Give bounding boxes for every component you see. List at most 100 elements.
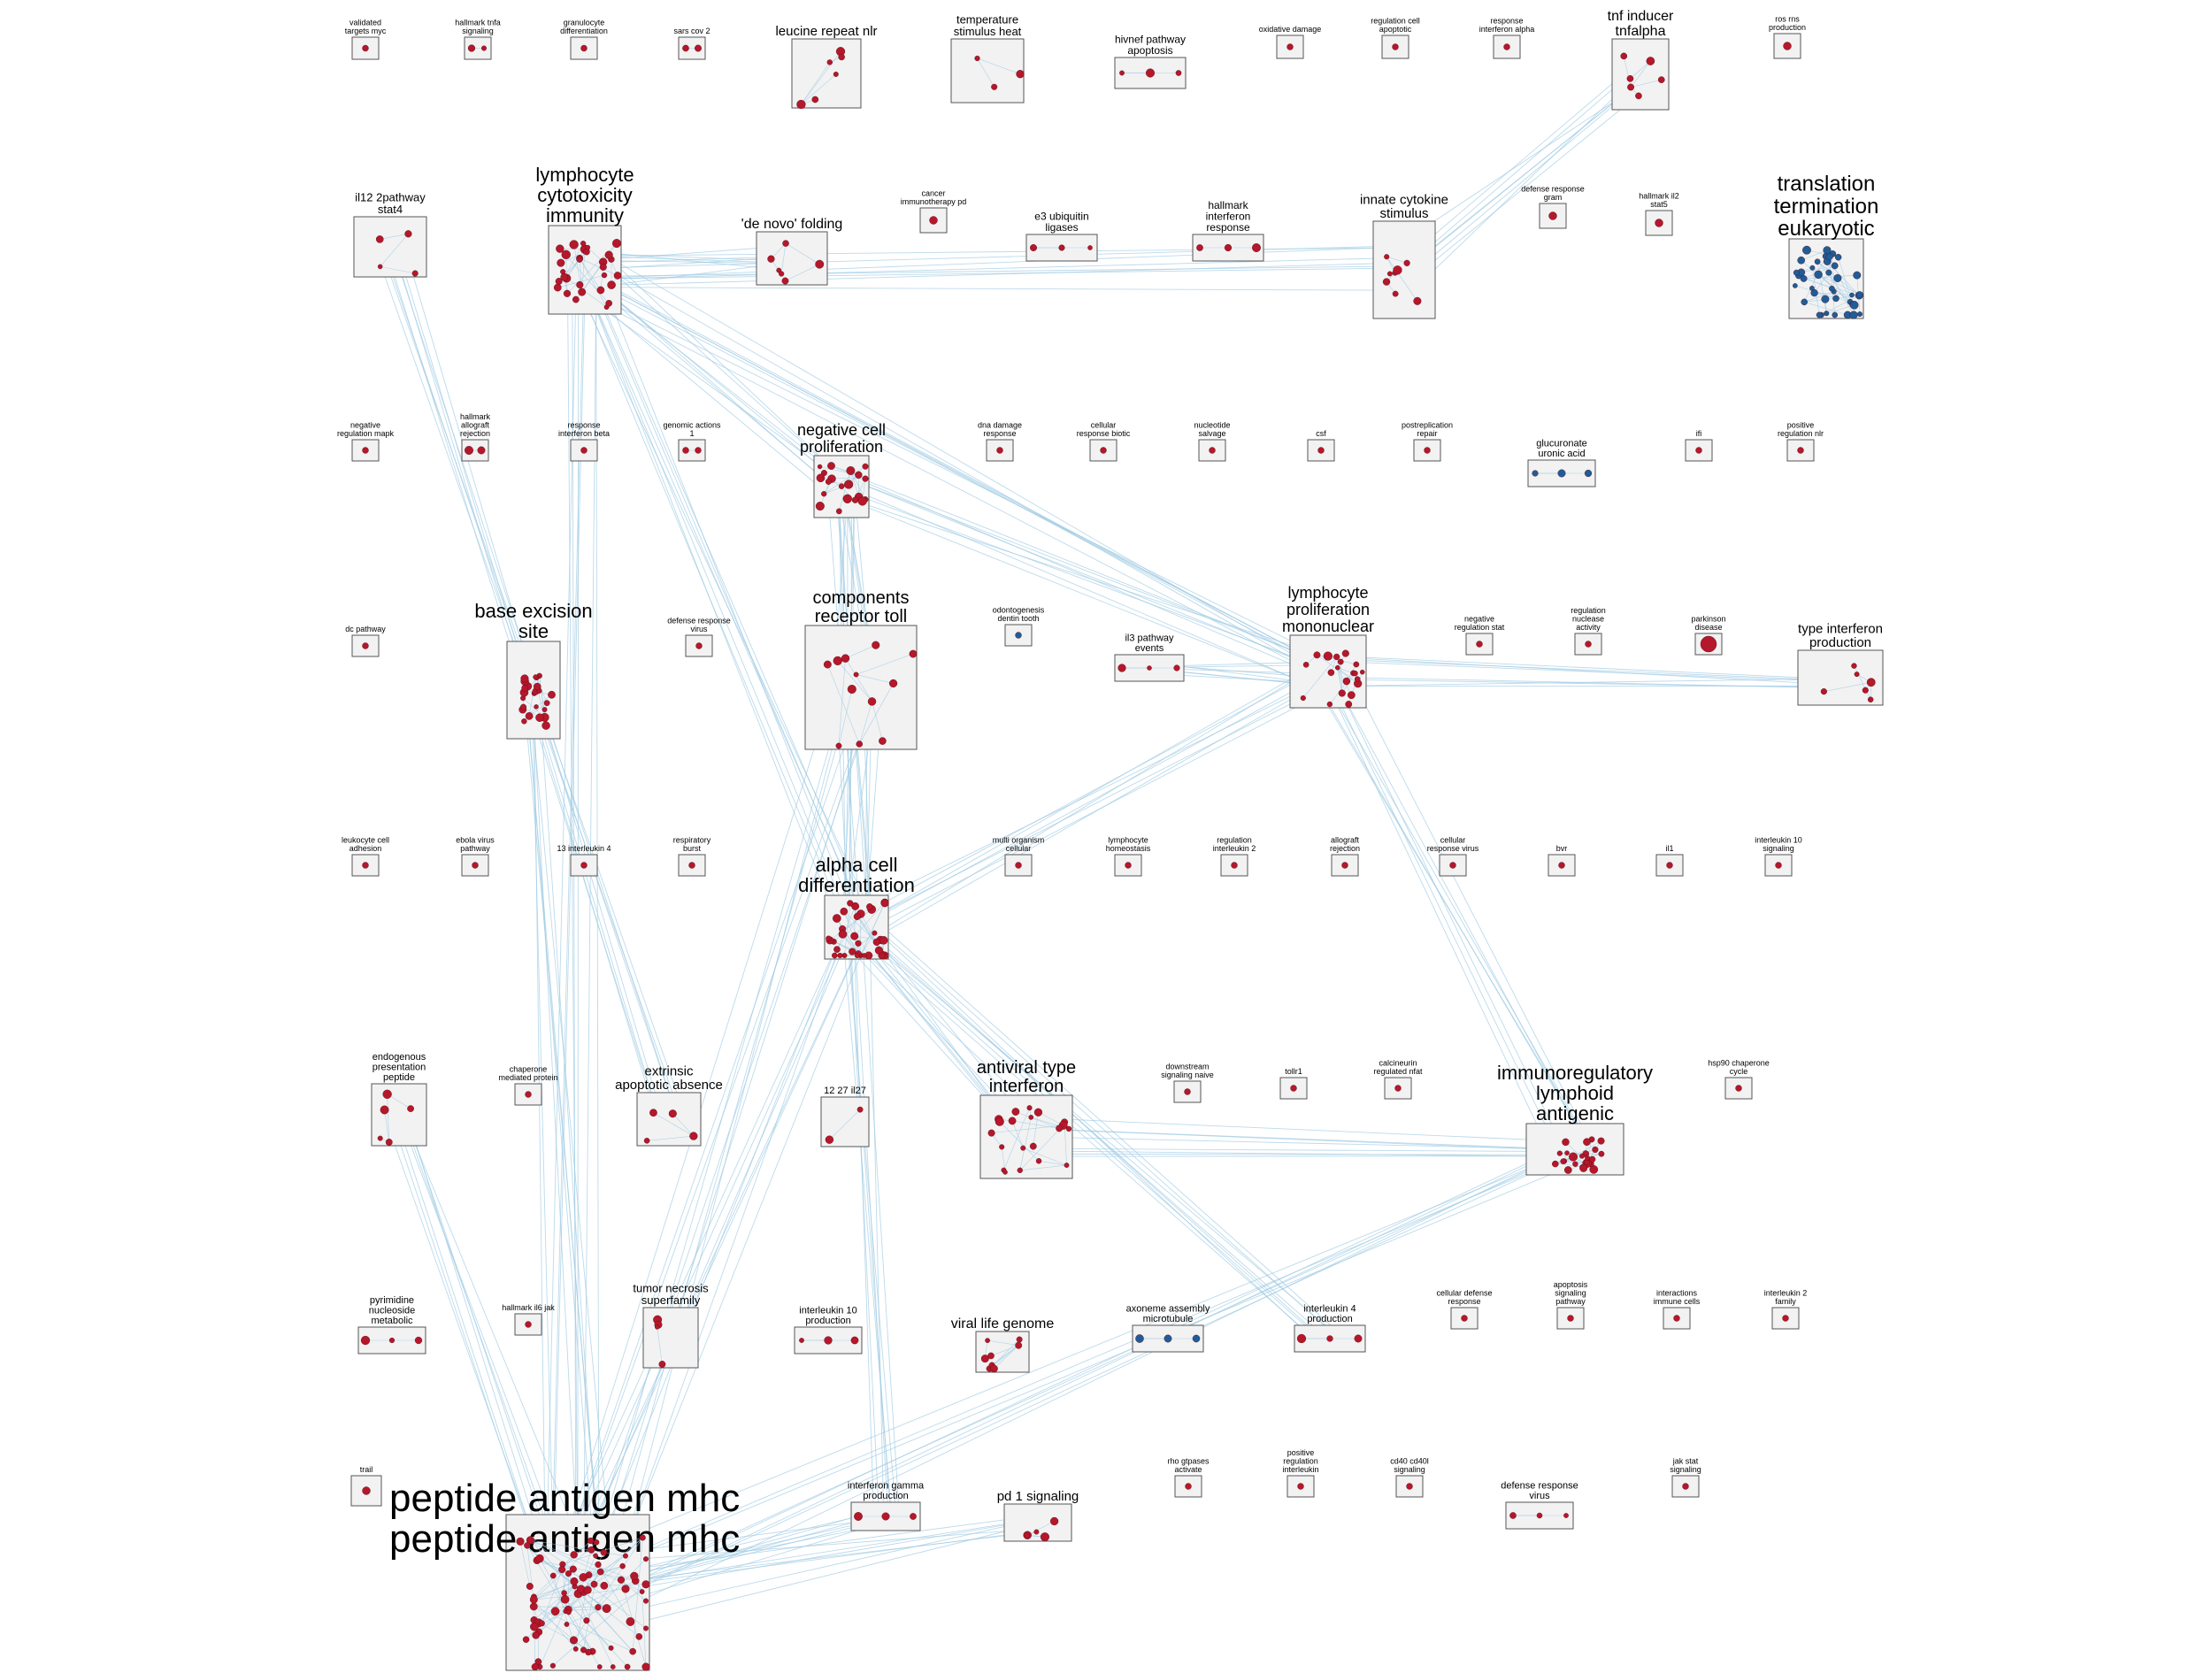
- cluster-title: csf: [1316, 429, 1326, 438]
- cluster-title: glucuronate uronic acid: [1536, 438, 1587, 459]
- gene-node: [1384, 254, 1390, 260]
- cluster-title: dc pathway: [345, 625, 386, 633]
- gene-link: [838, 688, 853, 747]
- cluster-postreplication-repair: postreplication repair: [1402, 421, 1453, 462]
- gene-node: [1832, 295, 1839, 303]
- gene-node: [564, 1622, 570, 1627]
- gene-node: [1783, 42, 1792, 50]
- gene-node: [635, 1633, 643, 1640]
- gene-node: [377, 1135, 383, 1141]
- gene-node: [1011, 1108, 1020, 1116]
- gene-node: [781, 277, 789, 285]
- gene-link: [526, 1545, 601, 1668]
- cluster-title: innate cytokine stimulus: [1360, 192, 1448, 221]
- gene-node: [879, 737, 887, 745]
- cluster-link: [1417, 66, 1639, 257]
- gene-node: [557, 258, 565, 267]
- cluster-odontogenesis-dentin-tooth: odontogenesis dentin tooth: [993, 606, 1045, 647]
- gene-node: [833, 946, 841, 953]
- gene-node: [572, 295, 580, 303]
- gene-link: [801, 62, 831, 105]
- gene-node: [531, 1662, 539, 1671]
- gene-node: [823, 660, 832, 669]
- gene-link: [843, 910, 878, 943]
- cluster-dc-pathway: dc pathway: [345, 625, 386, 657]
- cluster-lymphocyte-cytotoxicity-immunity: lymphocyte cytotoxicity immunity: [535, 164, 634, 315]
- gene-node: [1700, 635, 1717, 653]
- cluster-link: [566, 256, 579, 1571]
- cluster-link: [552, 289, 586, 1577]
- cluster-link: [600, 276, 865, 943]
- gene-node: [1386, 271, 1393, 277]
- gene-link: [999, 1121, 1040, 1162]
- cluster-title: bvr: [1556, 844, 1568, 853]
- cluster-title: tollr1: [1285, 1067, 1302, 1076]
- gene-node: [841, 654, 850, 663]
- gene-node: [624, 1663, 631, 1670]
- cluster-title: alpha cell differentiation: [798, 854, 915, 896]
- gene-node: [617, 1576, 626, 1584]
- gene-node: [1816, 311, 1823, 318]
- gene-link: [583, 1592, 607, 1609]
- cluster-link: [573, 265, 1397, 278]
- gene-node: [1016, 70, 1025, 79]
- cluster-link: [595, 1161, 1556, 1570]
- gene-node: [1775, 862, 1782, 869]
- cluster-title: genomic actions 1: [663, 421, 721, 438]
- cluster-link: [1346, 668, 1591, 1142]
- cluster-link: [870, 656, 1333, 937]
- cluster-link: [1328, 668, 1583, 1138]
- cluster-hivnef-pathway-apoptosis: hivnef pathway apoptosis: [1114, 33, 1187, 89]
- gene-link: [1828, 272, 1855, 316]
- gene-node: [1394, 1085, 1402, 1092]
- cluster-title: downstream signaling naive: [1161, 1063, 1214, 1079]
- cluster-title: 13 interleukin 4: [557, 844, 611, 853]
- gene-node: [1579, 1163, 1588, 1172]
- gene-node: [825, 1135, 834, 1144]
- cluster--de-novo-folding: 'de novo' folding: [741, 217, 842, 286]
- gene-node: [602, 1604, 611, 1614]
- gene-node: [569, 1636, 578, 1645]
- gene-link: [994, 1345, 1019, 1370]
- gene-node: [1589, 1155, 1596, 1163]
- gene-node: [1056, 1124, 1064, 1132]
- gene-node: [838, 483, 845, 489]
- gene-node: [1327, 669, 1335, 676]
- gene-node: [1536, 1512, 1543, 1519]
- gene-node: [1597, 1137, 1605, 1145]
- gene-node: [682, 44, 689, 52]
- gene-node: [1509, 1512, 1517, 1519]
- gene-link: [837, 660, 872, 702]
- gene-node: [1854, 672, 1860, 678]
- cluster-cd40-cd40l-signaling: cd40 cd40l signaling: [1390, 1457, 1429, 1498]
- gene-node: [561, 1590, 567, 1596]
- gene-node: [1341, 649, 1349, 657]
- cluster-link: [601, 267, 1395, 280]
- gene-node: [1065, 1125, 1072, 1132]
- gene-node: [1585, 641, 1592, 648]
- gene-node: [1196, 244, 1203, 251]
- gene-node: [1015, 1341, 1023, 1349]
- gene-node: [607, 280, 616, 289]
- gene-node: [407, 1105, 414, 1112]
- cluster-link: [554, 915, 859, 1616]
- gene-node: [1557, 469, 1566, 478]
- gene-node: [526, 1536, 535, 1545]
- gene-node: [1347, 691, 1356, 700]
- cluster-title: positive regulation nlr: [1778, 421, 1824, 438]
- gene-node: [1323, 651, 1333, 661]
- gene-node: [851, 902, 860, 910]
- cluster-link: [578, 1146, 1576, 1632]
- cluster-ifi: ifi: [1685, 429, 1713, 462]
- gene-node: [838, 930, 848, 939]
- gene-node: [604, 250, 613, 259]
- gene-link: [579, 257, 602, 291]
- gene-node: [811, 96, 819, 104]
- gene-link: [568, 1573, 614, 1668]
- gene-node: [548, 690, 556, 699]
- gene-node: [837, 952, 843, 959]
- cluster-title: calcineurin regulated nfat: [1373, 1059, 1423, 1076]
- cluster-title: interleukin 10 production: [799, 1305, 856, 1326]
- cluster-ros-rns-production: ros rns production: [1769, 15, 1806, 59]
- gene-node: [596, 286, 605, 295]
